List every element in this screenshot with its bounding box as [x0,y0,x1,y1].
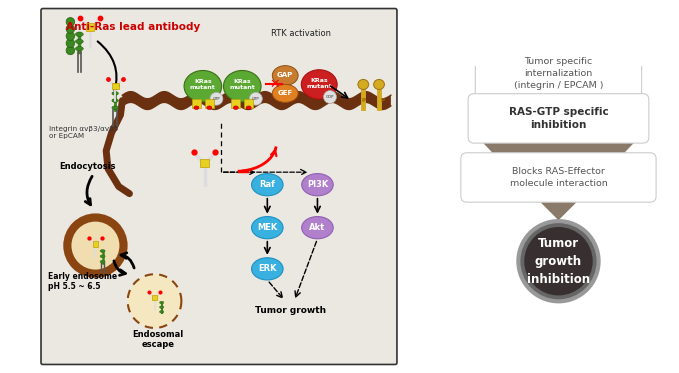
FancyBboxPatch shape [41,9,397,364]
Text: KRas
mutant: KRas mutant [230,79,255,90]
Text: KRas
mutant: KRas mutant [190,79,216,90]
Text: Raf: Raf [259,180,275,189]
Polygon shape [530,66,587,90]
Text: P: P [361,98,365,103]
Ellipse shape [272,66,298,85]
Circle shape [66,46,75,55]
Ellipse shape [100,260,105,263]
Text: RTK activation: RTK activation [272,29,331,38]
Circle shape [128,274,181,328]
FancyBboxPatch shape [204,99,214,108]
Ellipse shape [112,92,118,95]
Ellipse shape [301,70,337,99]
Circle shape [516,219,601,303]
Text: ERK: ERK [258,264,276,273]
Ellipse shape [301,173,333,196]
Ellipse shape [246,106,251,110]
Ellipse shape [112,106,118,110]
Ellipse shape [358,79,369,90]
Circle shape [65,215,126,276]
Circle shape [66,39,75,48]
Ellipse shape [194,106,199,110]
Text: Akt: Akt [310,223,325,232]
Text: ✕: ✕ [270,78,280,91]
Text: GTP: GTP [213,97,221,101]
Polygon shape [122,92,391,110]
Text: GAP: GAP [277,72,293,78]
Ellipse shape [75,32,84,37]
Text: Endosomal
escape: Endosomal escape [132,330,184,349]
FancyBboxPatch shape [475,49,642,98]
FancyBboxPatch shape [231,99,240,108]
Circle shape [249,93,262,105]
Text: PI3K: PI3K [307,180,328,189]
Text: RAS-GTP specific
inhibition: RAS-GTP specific inhibition [509,107,608,130]
Ellipse shape [207,106,212,110]
Text: MEK: MEK [257,223,278,232]
Ellipse shape [112,99,118,102]
Ellipse shape [301,217,333,239]
Text: Tumor growth: Tumor growth [255,307,326,316]
Circle shape [210,93,223,105]
Ellipse shape [75,47,84,51]
Ellipse shape [184,70,221,102]
FancyBboxPatch shape [92,241,98,247]
Text: GDP: GDP [326,95,334,99]
FancyBboxPatch shape [461,153,656,202]
Ellipse shape [100,250,105,253]
Circle shape [323,91,336,103]
Circle shape [66,18,75,26]
FancyBboxPatch shape [191,99,201,108]
Ellipse shape [160,306,164,308]
Ellipse shape [234,106,238,110]
Ellipse shape [100,255,105,258]
Text: KRas
mutant: KRas mutant [306,78,332,89]
FancyBboxPatch shape [86,23,94,31]
Text: Integrin αvβ3/αvβ5
or EpCAM: Integrin αvβ3/αvβ5 or EpCAM [49,126,118,139]
Ellipse shape [251,173,283,196]
Circle shape [524,227,593,295]
Polygon shape [472,131,645,191]
FancyBboxPatch shape [112,83,119,89]
Text: P: P [381,98,385,103]
FancyBboxPatch shape [152,295,158,301]
Circle shape [520,223,597,299]
FancyBboxPatch shape [200,159,209,167]
Ellipse shape [75,39,84,44]
Ellipse shape [251,217,283,239]
FancyBboxPatch shape [468,94,649,143]
Polygon shape [530,191,587,220]
Text: Anti-Ras lead antibody: Anti-Ras lead antibody [66,22,200,32]
Circle shape [66,32,75,40]
FancyBboxPatch shape [244,99,253,108]
Text: Endocytosis: Endocytosis [60,162,116,171]
Ellipse shape [373,79,384,90]
Ellipse shape [160,311,164,313]
Circle shape [71,222,120,270]
Ellipse shape [160,301,164,304]
Circle shape [66,25,75,33]
Text: Early endosome
pH 5.5 ~ 6.5: Early endosome pH 5.5 ~ 6.5 [48,272,117,291]
Text: Tumor
growth
inhibition: Tumor growth inhibition [527,237,590,286]
Text: Tumor specific
internalization
(integrin / EPCAM ): Tumor specific internalization (integrin… [514,57,603,90]
Ellipse shape [251,258,283,280]
Ellipse shape [223,70,261,102]
Text: Blocks RAS-Effector
molecule interaction: Blocks RAS-Effector molecule interaction [510,167,607,188]
Ellipse shape [272,84,298,102]
Text: GTP: GTP [252,97,260,101]
Text: GEF: GEF [278,90,293,96]
Polygon shape [505,90,612,131]
